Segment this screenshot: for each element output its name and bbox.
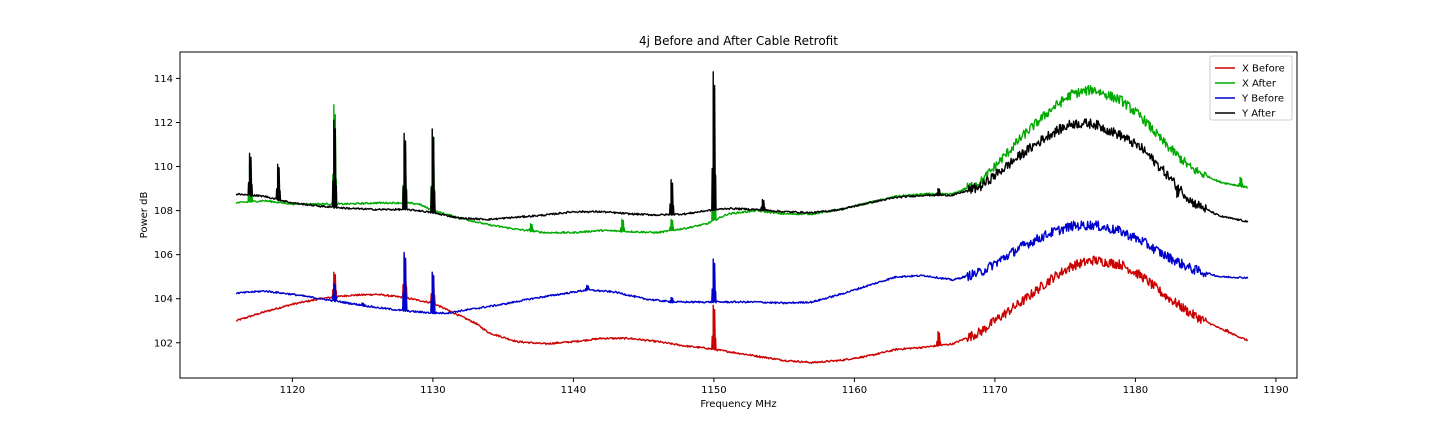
series-line-y-after <box>235 71 1249 223</box>
y-tick-label: 104 <box>154 294 173 305</box>
plot-frame <box>179 51 1298 379</box>
x-axis-label: Frequency MHz <box>700 399 776 410</box>
y-tick-label: 102 <box>154 338 173 349</box>
x-tick-label: 1190 <box>1263 385 1288 396</box>
series-layer <box>235 71 1249 365</box>
x-tick-label: 1130 <box>420 385 445 396</box>
chart-title: 4j Before and After Cable Retrofit <box>639 34 838 48</box>
legend-label: Y After <box>1241 109 1276 120</box>
x-tick-label: 1160 <box>842 385 867 396</box>
legend: X Before X After Y Before Y After <box>1209 55 1293 121</box>
y-axis: 102 104 106 108 110 112 114 <box>154 74 180 349</box>
x-tick-label: 1140 <box>561 385 586 396</box>
x-tick-label: 1180 <box>1123 385 1148 396</box>
x-axis: 1120 1130 1140 1150 1160 1170 1180 1190 <box>280 378 1289 396</box>
x-tick-label: 1150 <box>701 385 726 396</box>
legend-box <box>1209 55 1293 121</box>
legend-label: X After <box>1242 79 1277 90</box>
legend-label: X Before <box>1242 64 1285 75</box>
y-axis-label: Power dB <box>139 192 150 239</box>
y-tick-label: 108 <box>154 206 173 217</box>
x-tick-label: 1120 <box>280 385 305 396</box>
series-line-y-before <box>235 220 1249 315</box>
y-tick-label: 114 <box>154 74 173 85</box>
y-tick-label: 110 <box>154 162 173 173</box>
series-line-x-after <box>235 84 1249 235</box>
y-tick-label: 112 <box>154 118 173 129</box>
legend-label: Y Before <box>1241 94 1284 105</box>
y-tick-label: 106 <box>154 250 173 261</box>
x-tick-label: 1170 <box>982 385 1007 396</box>
